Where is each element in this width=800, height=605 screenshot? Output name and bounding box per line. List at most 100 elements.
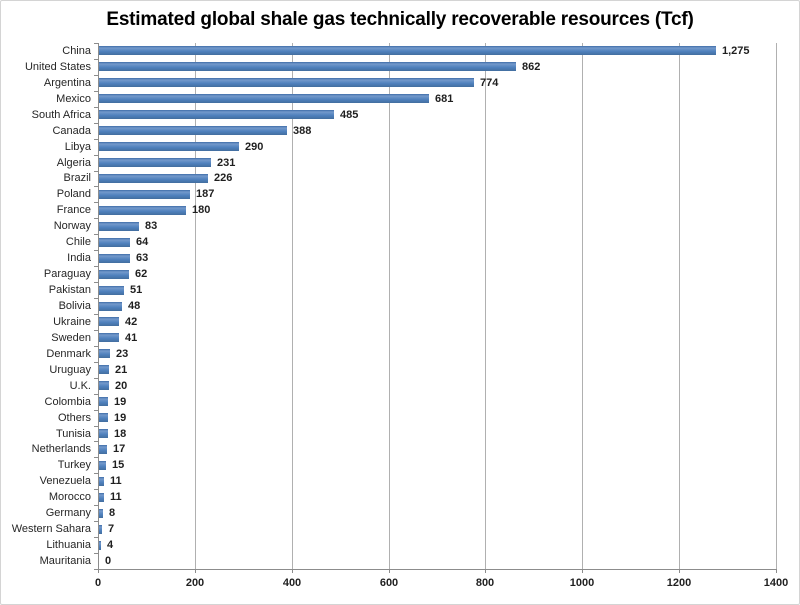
category-label: Argentina bbox=[43, 77, 91, 89]
value-label: 0 bbox=[105, 555, 112, 567]
y-axis-tick bbox=[94, 426, 98, 427]
plot-area: 0 200 400 600 800 1000 1200 1400 China 1,275 Unite… bbox=[12, 43, 788, 589]
bar bbox=[99, 270, 129, 279]
bar bbox=[99, 365, 109, 374]
bar bbox=[99, 174, 208, 183]
value-label: 63 bbox=[136, 252, 149, 264]
gridline bbox=[292, 43, 293, 569]
y-axis-tick bbox=[94, 473, 98, 474]
bar bbox=[99, 397, 108, 406]
bar bbox=[99, 286, 124, 295]
y-axis-tick bbox=[94, 107, 98, 108]
x-axis-tick bbox=[292, 569, 293, 573]
y-axis-tick bbox=[94, 521, 98, 522]
bar bbox=[99, 254, 130, 263]
bar bbox=[99, 190, 190, 199]
category-label: Chile bbox=[65, 236, 91, 248]
gridline bbox=[389, 43, 390, 569]
value-label: 187 bbox=[196, 188, 215, 200]
value-label: 64 bbox=[136, 236, 149, 248]
value-label: 41 bbox=[125, 332, 138, 344]
category-label: Lithuania bbox=[46, 539, 91, 551]
x-axis-tick-label: 1000 bbox=[569, 577, 595, 589]
x-axis-tick-label: 800 bbox=[475, 577, 495, 589]
value-label: 4 bbox=[107, 539, 114, 551]
value-label: 774 bbox=[480, 77, 499, 89]
bar bbox=[99, 541, 101, 550]
category-label: Libya bbox=[64, 141, 91, 153]
gridline bbox=[485, 43, 486, 569]
gridline bbox=[776, 43, 777, 569]
value-label: 7 bbox=[108, 523, 115, 535]
value-label: 226 bbox=[214, 172, 233, 184]
category-label: Poland bbox=[56, 188, 91, 200]
x-axis-tick-label: 600 bbox=[379, 577, 399, 589]
x-axis-tick bbox=[389, 569, 390, 573]
value-label: 11 bbox=[110, 475, 122, 487]
y-axis-tick bbox=[94, 266, 98, 267]
y-axis-tick bbox=[94, 186, 98, 187]
y-axis-tick bbox=[94, 155, 98, 156]
category-label: Denmark bbox=[46, 348, 91, 360]
y-axis-tick bbox=[94, 537, 98, 538]
y-axis-tick bbox=[94, 234, 98, 235]
category-label: Germany bbox=[45, 507, 91, 519]
category-label: Mexico bbox=[56, 93, 91, 105]
value-label: 862 bbox=[522, 61, 541, 73]
value-label: 48 bbox=[128, 300, 141, 312]
category-label: Paraguay bbox=[43, 268, 91, 280]
y-axis-tick bbox=[94, 59, 98, 60]
y-axis-tick bbox=[94, 202, 98, 203]
value-label: 20 bbox=[115, 380, 128, 392]
bar bbox=[99, 445, 107, 454]
category-label: Norway bbox=[53, 220, 91, 232]
bar bbox=[99, 302, 122, 311]
value-label: 15 bbox=[112, 459, 125, 471]
gridline bbox=[582, 43, 583, 569]
bar bbox=[99, 126, 287, 135]
bar bbox=[99, 461, 106, 470]
bar bbox=[99, 413, 108, 422]
category-label: France bbox=[56, 204, 91, 216]
y-axis-tick bbox=[94, 505, 98, 506]
y-axis-tick bbox=[94, 457, 98, 458]
y-axis-tick bbox=[94, 394, 98, 395]
bar bbox=[99, 509, 103, 518]
y-axis-tick bbox=[94, 75, 98, 76]
value-label: 21 bbox=[115, 364, 128, 376]
gridline bbox=[195, 43, 196, 569]
bar bbox=[99, 525, 102, 534]
value-label: 23 bbox=[116, 348, 129, 360]
x-axis-tick bbox=[582, 569, 583, 573]
value-label: 485 bbox=[340, 109, 359, 121]
x-axis-tick bbox=[679, 569, 680, 573]
y-axis-tick bbox=[94, 250, 98, 251]
y-axis-tick bbox=[94, 346, 98, 347]
y-axis-tick bbox=[94, 171, 98, 172]
category-label: Venezuela bbox=[39, 475, 91, 487]
y-axis-tick bbox=[94, 378, 98, 379]
y-axis-tick bbox=[94, 43, 98, 44]
category-label: Netherlands bbox=[31, 443, 91, 455]
bar bbox=[99, 62, 516, 71]
bar bbox=[99, 349, 110, 358]
category-label: China bbox=[62, 45, 91, 57]
category-label: U.K. bbox=[69, 380, 91, 392]
value-label: 8 bbox=[109, 507, 116, 519]
category-label: Pakistan bbox=[48, 284, 91, 296]
x-axis-tick bbox=[98, 569, 99, 573]
value-label: 19 bbox=[114, 412, 127, 424]
y-axis-tick bbox=[94, 139, 98, 140]
bar bbox=[99, 429, 108, 438]
y-axis-tick bbox=[94, 298, 98, 299]
bar bbox=[99, 94, 429, 103]
y-axis-tick bbox=[94, 569, 98, 570]
y-axis-tick bbox=[94, 218, 98, 219]
y-axis-tick bbox=[94, 410, 98, 411]
gridline bbox=[679, 43, 680, 569]
value-label: 42 bbox=[125, 316, 138, 328]
bar bbox=[99, 222, 139, 231]
y-axis-tick bbox=[94, 123, 98, 124]
category-label: Canada bbox=[52, 125, 91, 137]
